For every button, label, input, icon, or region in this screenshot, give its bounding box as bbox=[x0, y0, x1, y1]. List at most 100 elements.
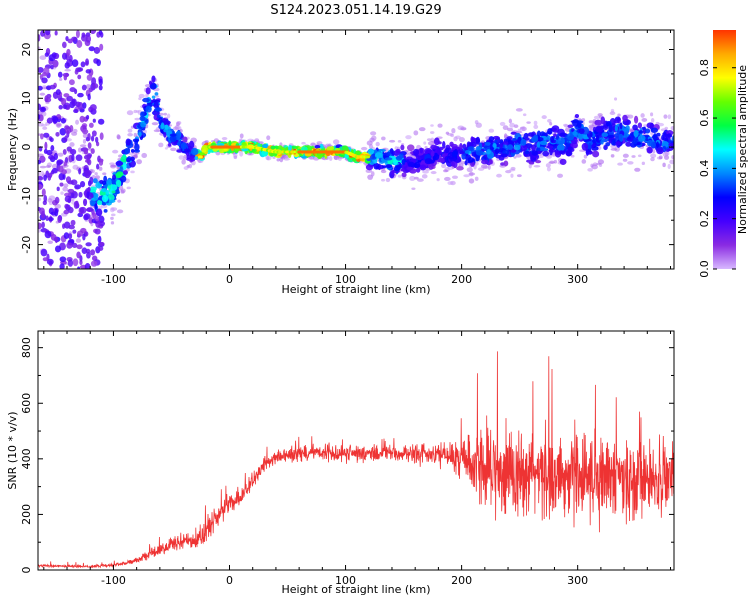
spectrogram-cell bbox=[547, 118, 552, 123]
spectrogram-cell bbox=[66, 95, 73, 102]
spectrogram-cell bbox=[64, 192, 72, 197]
spectrogram-cell bbox=[563, 123, 568, 127]
spectrogram-cell bbox=[300, 146, 308, 152]
spectrogram-cell bbox=[459, 142, 463, 151]
spectrogram-cell bbox=[411, 187, 416, 190]
spectrogram-cell bbox=[70, 219, 76, 226]
spectrogram-cell bbox=[228, 140, 232, 147]
spectrogram-cell bbox=[82, 138, 87, 144]
spectrogram-cell bbox=[468, 178, 475, 184]
colorbar-tick-label: 0.2 bbox=[698, 210, 711, 228]
spectrogram-cell bbox=[492, 135, 500, 140]
spectrogram-cell bbox=[54, 245, 62, 253]
spectrogram-cell bbox=[546, 145, 554, 149]
spectrogram-cell bbox=[632, 137, 638, 145]
spectrogram-cell bbox=[61, 41, 67, 49]
spectrogram-cell bbox=[450, 143, 458, 148]
spectrogram-cell bbox=[617, 162, 623, 166]
spectrogram-cell bbox=[644, 128, 651, 134]
spectrogram-cell bbox=[437, 123, 443, 128]
spectrogram-cell bbox=[471, 136, 476, 144]
snr-y-tick-label: 600 bbox=[20, 393, 33, 414]
spectrogram-cell bbox=[133, 109, 138, 114]
spectrogram-cell bbox=[314, 144, 321, 149]
spectrogram-cell bbox=[627, 136, 632, 140]
spectrogram-cell bbox=[603, 145, 608, 151]
spectrogram-cell bbox=[442, 141, 446, 149]
spectrogram-cell bbox=[512, 137, 517, 142]
spectrogram-cell bbox=[650, 127, 658, 133]
spectrogram-cell bbox=[138, 131, 142, 138]
spectrogram-cell bbox=[38, 34, 41, 42]
spectrogram-cell bbox=[126, 186, 131, 190]
spectrogram-cell bbox=[98, 78, 103, 86]
spectrogram-cell bbox=[475, 149, 484, 156]
spectrogram-cell bbox=[401, 172, 407, 178]
spectrogram-cell bbox=[39, 92, 46, 96]
spectrogram-cell bbox=[610, 147, 618, 151]
figure-title: S124.2023.051.14.19.G29 bbox=[270, 3, 441, 18]
spectrogram-cell bbox=[664, 133, 673, 138]
spectrogram-cell bbox=[89, 186, 97, 192]
spectrogram-cell bbox=[557, 137, 566, 146]
spectrogram-cell bbox=[71, 153, 75, 162]
spectrogram-cell bbox=[477, 167, 485, 171]
spectrogram-cell bbox=[598, 163, 603, 167]
spectrogram-cell bbox=[133, 132, 138, 138]
spectrogram-cell bbox=[667, 163, 671, 170]
spectrogram-cell bbox=[142, 97, 150, 103]
spectrogram-cell bbox=[476, 146, 482, 151]
spectrogram-cell bbox=[389, 148, 394, 154]
spectrogram-cell bbox=[600, 139, 604, 145]
spectrogram-cell bbox=[86, 74, 93, 81]
spectrogram-cell bbox=[71, 242, 78, 249]
spectrogram-cell bbox=[127, 128, 133, 133]
spectrogram-cell bbox=[55, 89, 61, 96]
spectrogram-cell bbox=[487, 164, 491, 170]
spectrogram-cell bbox=[520, 138, 527, 146]
spectrogram-cell bbox=[94, 172, 98, 176]
spectrogram-cell bbox=[601, 132, 609, 137]
spectrogram-cell bbox=[60, 191, 64, 195]
spectrogram-cell bbox=[513, 144, 521, 151]
spectrogram-cell bbox=[641, 161, 646, 166]
spectrogram-cell bbox=[516, 174, 522, 178]
spectrogram-cell bbox=[67, 206, 74, 214]
spectrogram-cell bbox=[499, 142, 503, 149]
spectrogram-cell bbox=[93, 193, 99, 201]
spectrogram-cell bbox=[83, 198, 88, 207]
spectrogram-cell bbox=[38, 67, 44, 73]
spectrogram-cell bbox=[595, 135, 600, 142]
spectrogram-cell bbox=[461, 152, 466, 160]
spectrogram-cell bbox=[531, 150, 538, 156]
spectrogram-cell bbox=[170, 147, 177, 152]
spectrogram-cell bbox=[62, 104, 67, 110]
spectrogram-cell bbox=[102, 172, 107, 176]
spectrogram-cell bbox=[515, 108, 523, 112]
spectrogram-cell bbox=[164, 124, 169, 130]
spectrogram-cell bbox=[116, 171, 124, 177]
spectrogram-cell bbox=[459, 150, 465, 155]
spectrogram-cell bbox=[507, 127, 514, 132]
spectrogram-cell bbox=[134, 143, 140, 152]
spectrogram-cell bbox=[163, 112, 167, 116]
spectrogram-cell bbox=[41, 188, 46, 197]
spectrogram-cell bbox=[545, 163, 551, 168]
spectrogram-cell bbox=[615, 141, 622, 146]
spectrogram-cell bbox=[367, 148, 375, 155]
spectrogram-cell bbox=[94, 228, 101, 235]
spectrogram-cell bbox=[79, 144, 87, 148]
spectrogram-cell bbox=[41, 85, 48, 90]
spectrogram-cell bbox=[533, 134, 539, 141]
spectrogram-cell bbox=[61, 52, 68, 60]
spectrogram-cell bbox=[62, 173, 66, 180]
spectrogram-cell bbox=[662, 162, 666, 168]
spectrogram-cell bbox=[63, 232, 70, 239]
snr-y-tick-label: 800 bbox=[20, 337, 33, 358]
spectrogram-cell bbox=[455, 135, 461, 140]
spectrogram-x-tick-label: 200 bbox=[451, 273, 472, 286]
spectrogram-cell bbox=[38, 222, 42, 230]
spectrogram-cell bbox=[548, 161, 556, 164]
spectrogram-cell bbox=[189, 155, 196, 162]
